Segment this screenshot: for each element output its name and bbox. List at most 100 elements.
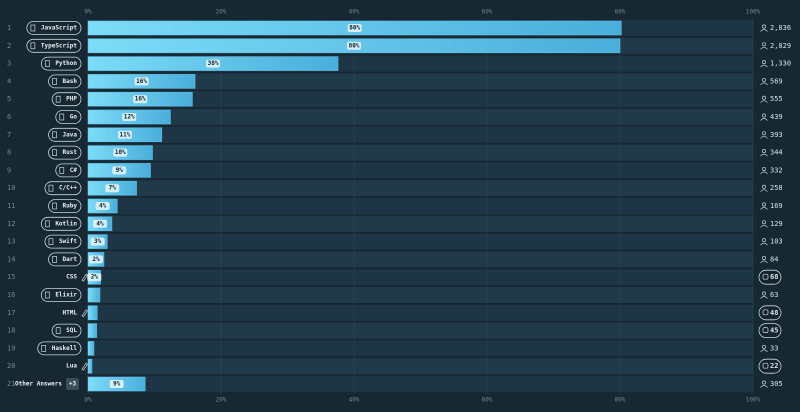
count: 48 — [770, 309, 778, 317]
bar — [87, 341, 95, 356]
rank: 16 — [7, 291, 15, 299]
label-icon — [44, 60, 50, 67]
person-icon — [762, 380, 766, 385]
count: 332 — [770, 166, 783, 174]
count: 129 — [770, 220, 783, 228]
rank: 4 — [7, 77, 11, 85]
person-icon — [760, 189, 768, 192]
person-icon — [762, 24, 766, 29]
value-pill — [112, 166, 127, 175]
label-icon — [30, 24, 36, 32]
count: 84 — [770, 255, 778, 263]
rank: 6 — [7, 113, 11, 121]
rank: 14 — [7, 255, 15, 263]
x-tick-label: 80% — [615, 9, 626, 16]
person-icon — [760, 118, 768, 121]
value-label: 2% — [91, 274, 99, 281]
value-pill — [122, 113, 137, 121]
rank: 12 — [7, 220, 15, 228]
edit-icon — [81, 309, 88, 318]
label-pill — [26, 38, 82, 53]
x-tick-label: 100% — [746, 9, 761, 16]
person-icon — [762, 202, 766, 207]
x-tick-label: 20% — [216, 397, 227, 404]
value-pill — [347, 41, 361, 50]
rank: 2 — [7, 42, 11, 50]
value-pill — [95, 202, 110, 210]
value-pill — [88, 255, 103, 264]
person-icon — [760, 260, 768, 264]
person-icon — [760, 64, 768, 68]
value-pill — [133, 95, 148, 104]
value-label: 10% — [115, 149, 126, 156]
person-icon — [760, 100, 768, 103]
x-tick-label: 80% — [615, 397, 626, 404]
row-band — [88, 376, 753, 392]
value-pill — [105, 184, 120, 193]
category-label: Haskell — [52, 345, 78, 352]
value-label: 38% — [208, 60, 219, 67]
value-label: 12% — [124, 114, 135, 121]
label-icon — [30, 42, 36, 50]
label-pill — [51, 92, 82, 107]
label-icon — [44, 291, 50, 299]
count: 305 — [770, 380, 783, 388]
value-pill — [92, 219, 107, 228]
label-icon — [41, 345, 47, 352]
label-pill — [37, 341, 82, 356]
person-icon — [762, 113, 766, 118]
person-icon — [760, 207, 768, 210]
category-label: Rust — [63, 149, 78, 156]
category-label: CSS — [66, 274, 77, 281]
value-label: 80% — [349, 25, 360, 32]
label-icon — [44, 220, 50, 228]
row-band — [88, 73, 753, 90]
count: 439 — [770, 113, 783, 121]
category-label: JavaScript — [41, 25, 78, 32]
label-pill — [51, 323, 82, 338]
category-label: Bash — [63, 78, 78, 85]
value-label: 3% — [94, 238, 102, 245]
category-label: TypeScript — [41, 42, 78, 49]
count-box — [758, 269, 782, 285]
badge-box — [66, 378, 79, 390]
label-pill — [48, 145, 82, 160]
label-icon — [59, 113, 65, 121]
row-band — [88, 144, 753, 161]
label-icon — [52, 131, 57, 139]
comment-icon — [762, 327, 769, 333]
row-band — [88, 358, 753, 375]
person-icon — [762, 149, 766, 154]
x-tick-label: 0% — [84, 9, 92, 16]
person-icon — [760, 224, 768, 228]
rank: 3 — [7, 60, 11, 68]
category-label: Swift — [59, 238, 77, 245]
person-icon — [760, 153, 768, 157]
label-pill — [55, 110, 82, 124]
label-icon — [52, 78, 57, 85]
category-label: HTML — [63, 309, 78, 316]
category-label: Kotlin — [55, 220, 77, 227]
rank: 18 — [7, 327, 15, 335]
category-label: Other Answers — [15, 381, 62, 388]
rank: 11 — [7, 202, 15, 210]
value-pill — [113, 148, 128, 157]
category-label: Lua — [66, 363, 77, 370]
person-icon — [762, 344, 766, 349]
rank: 19 — [7, 344, 15, 352]
row-band — [88, 322, 753, 339]
person-icon — [760, 135, 768, 139]
label-pill — [48, 199, 82, 213]
person-icon — [762, 184, 766, 189]
value-label: 4% — [99, 203, 107, 210]
label-icon — [52, 149, 57, 156]
label-pill — [44, 234, 82, 249]
count: 2,836 — [770, 24, 791, 32]
count: 45 — [770, 327, 778, 335]
category-label: C# — [70, 167, 78, 174]
category-label: SQL — [66, 327, 77, 334]
label-pill — [48, 74, 82, 89]
person-icon — [762, 131, 766, 136]
label-icon — [52, 256, 57, 263]
